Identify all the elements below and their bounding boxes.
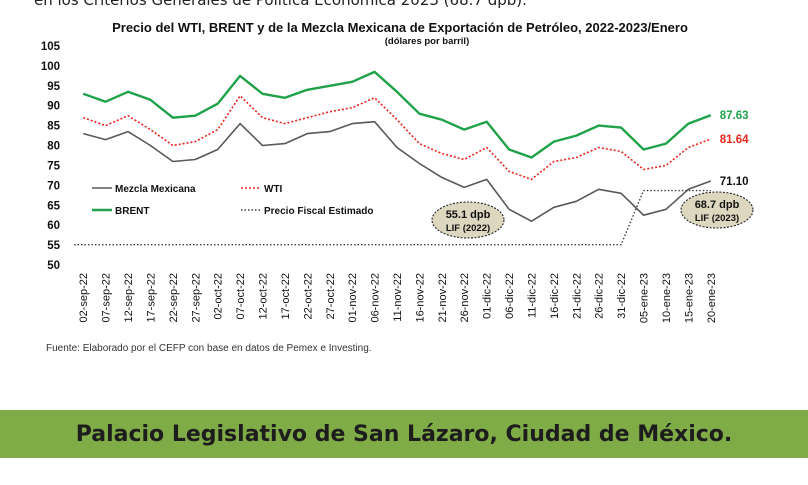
y-tick-label: 65 [47, 200, 60, 212]
series-line-wti [82, 95, 712, 181]
legend-label-wti: WTI [264, 184, 283, 195]
x-tick-label: 27-oct-22 [325, 273, 337, 319]
y-tick-label: 85 [47, 121, 60, 133]
x-tick-label: 21-nov-22 [437, 273, 449, 323]
legend-label-fiscal: Precio Fiscal Estimado [264, 206, 374, 217]
intro-text-fragment: en los Criterios Generales de Política E… [34, 0, 527, 9]
end-label-wti: 81.64 [720, 134, 749, 146]
y-tick-label: 90 [47, 101, 60, 113]
x-tick-label: 22-sep-22 [168, 273, 180, 323]
legend-label-mezcla: Mezcla Mexicana [115, 184, 196, 195]
chart-subtitle: (dólares por barril) [385, 36, 469, 47]
x-tick-label: 16-nov-22 [414, 273, 426, 323]
x-tick-label: 07-oct-22 [235, 273, 247, 319]
y-tick-label: 95 [47, 81, 60, 93]
series-lines [74, 70, 712, 246]
oil-price-chart: Precio del WTI, BRENT y de la Mezcla Mex… [41, 20, 754, 323]
y-tick-label: 70 [47, 180, 60, 192]
x-tick-label: 02-sep-22 [78, 273, 90, 323]
x-tick-label: 20-ene-23 [706, 273, 718, 323]
end-label-mezcla: 71.10 [720, 176, 749, 188]
callout-value: 68.7 dpb [695, 199, 740, 211]
x-tick-label: 10-ene-23 [661, 273, 673, 323]
chart-title: Precio del WTI, BRENT y de la Mezcla Mex… [112, 20, 688, 35]
x-tick-label: 12-sep-22 [123, 273, 135, 323]
x-tick-label: 11-dic-22 [526, 273, 538, 318]
y-tick-label: 75 [47, 160, 60, 172]
y-tick-label: 105 [41, 41, 61, 53]
end-label-brent: 87.63 [720, 110, 749, 122]
y-tick-label: 55 [47, 240, 60, 252]
legend: Mezcla Mexicana WTI BRENT Precio Fiscal Est… [92, 184, 374, 217]
footer-banner: Palacio Legislativo de San Lázaro, Ciuda… [0, 410, 808, 458]
callout-label: LIF (2023) [695, 213, 739, 224]
y-tick-label: 60 [47, 220, 60, 232]
callout-ellipse [680, 191, 754, 229]
callout-ellipse [431, 201, 505, 239]
x-tick-label: 12-oct-22 [258, 273, 270, 319]
y-tick-label: 50 [47, 260, 60, 272]
footer-text: Palacio Legislativo de San Lázaro, Ciuda… [75, 421, 733, 447]
x-tick-label: 07-sep-22 [101, 273, 113, 323]
x-tick-label: 01-dic-22 [482, 273, 494, 319]
x-tick-label: 31-dic-22 [616, 273, 628, 319]
end-labels: 71.10 81.64 87.63 [720, 110, 749, 188]
x-tick-label: 06-nov-22 [370, 273, 382, 323]
x-tick-label: 05-ene-23 [639, 273, 651, 323]
y-tick-label: 80 [47, 141, 60, 153]
callout-value: 55.1 dpb [446, 209, 491, 221]
series-line-brent [82, 70, 712, 159]
x-tick-label: 17-sep-22 [145, 273, 157, 323]
x-tick-label: 01-nov-22 [347, 273, 359, 323]
x-tick-label: 22-oct-22 [302, 273, 314, 319]
x-tick-label: 06-dic-22 [504, 273, 516, 319]
x-axis: 02-sep-22 07-sep-22 12-sep-22 17-sep-22 22-s… [78, 273, 718, 323]
x-tick-label: 27-sep-22 [190, 273, 202, 323]
series-line-fiscal [74, 189, 711, 246]
x-tick-label: 15-ene-23 [683, 273, 695, 323]
x-tick-label: 11-nov-22 [392, 273, 404, 322]
x-tick-label: 26-dic-22 [594, 273, 606, 319]
series-line-mezcla [82, 120, 712, 222]
x-tick-label: 02-oct-22 [213, 273, 225, 319]
y-axis: 50 55 60 65 70 75 80 85 90 95 100 105 [41, 41, 61, 272]
x-tick-label: 16-dic-22 [549, 273, 561, 319]
x-tick-label: 21-dic-22 [571, 273, 583, 319]
source-note: Fuente: Elaborado por el CEFP con base e… [46, 343, 372, 354]
legend-label-brent: BRENT [115, 206, 149, 217]
callouts: 55.1 dpb LIF (2022) 68.7 dpb LIF (2023) [431, 191, 754, 239]
x-tick-label: 17-oct-22 [280, 273, 292, 319]
y-tick-label: 100 [41, 61, 60, 73]
callout-label: LIF (2022) [446, 223, 490, 234]
x-tick-label: 26-nov-22 [459, 273, 471, 323]
